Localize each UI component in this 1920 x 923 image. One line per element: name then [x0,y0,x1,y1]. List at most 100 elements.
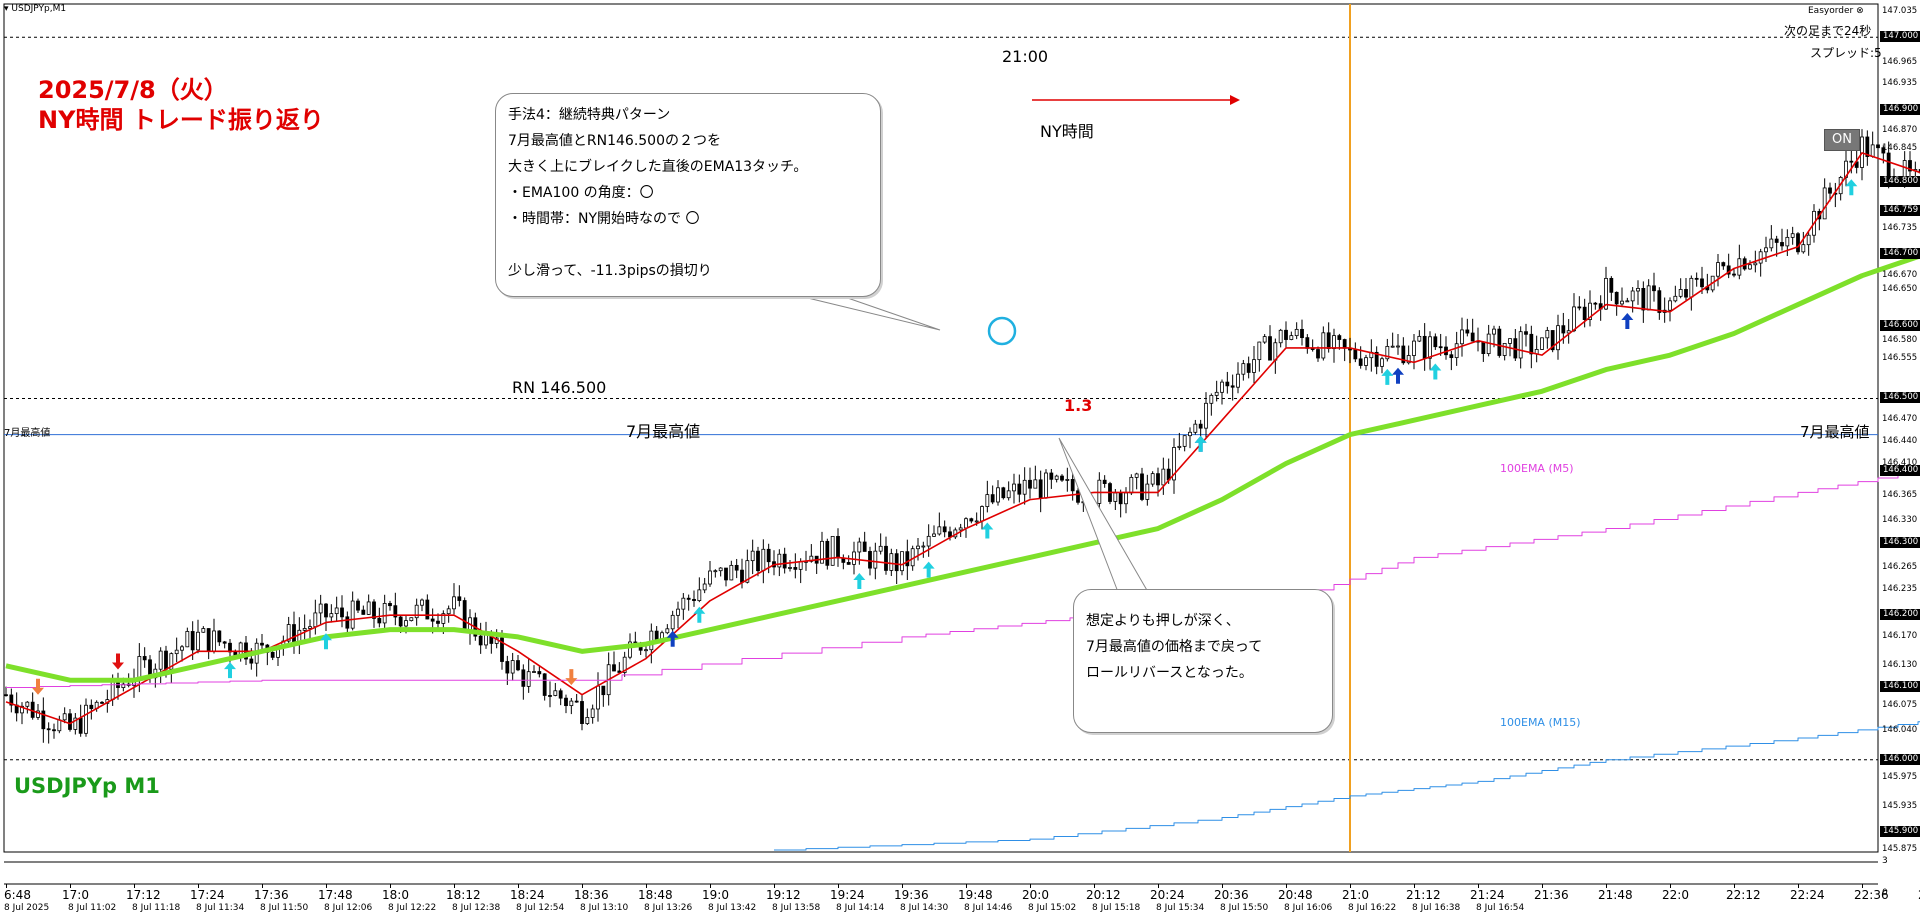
on-button[interactable]: ON [1824,129,1860,151]
candle-body [665,628,670,634]
candle-body [526,671,531,687]
time-tick-mark [774,884,775,888]
candle-body [990,494,995,503]
price-tick-label: 146.580 [1882,334,1918,345]
time-tick-label: 22:0 [1662,888,1689,902]
price-tick-label: 146.000 [1880,753,1920,765]
candle-body [1225,381,1230,387]
candle-body [1060,475,1064,481]
candle-body [1614,291,1619,305]
date-tick-label: 8 Jul 11:50 [260,903,309,913]
next-bar-timer: 次の足まで24秒 [1784,24,1872,38]
easyorder-close-icon[interactable]: ⊗ [1856,6,1864,16]
candle-body [542,673,547,696]
callout-1-line: ・時間帯：NY開始時なので 〇 [508,211,700,227]
callout-2-line: 7月最高値の価格まで戻って [1086,639,1263,655]
candle-body [1764,247,1768,253]
candle-body [436,620,440,624]
candle-body [1881,147,1886,154]
callout-1-line: 7月最高値とRN146.500の２つを [508,133,722,149]
candle-body [1044,472,1048,499]
candle-body [1353,349,1358,360]
time-tick-mark [326,884,327,888]
candle-body [985,494,990,507]
candle-body [121,683,126,688]
candle-body [1390,345,1395,348]
candle-body [564,697,568,707]
candle-body [1529,333,1534,355]
candle-body [1385,346,1390,360]
time-tick-mark [1734,884,1735,888]
price-tick-label: 145.935 [1882,800,1918,811]
candle-body [1204,402,1208,429]
candle-body [729,564,734,581]
candle-body [516,660,520,671]
candle-body [681,597,686,610]
candle-body [260,642,264,646]
candle-body [206,628,211,652]
candle-body [921,545,926,548]
candle-body [164,650,168,670]
candle-body [1401,345,1406,364]
candle-body [996,487,1000,503]
time-tick-label: 18:0 [382,888,409,902]
date-tick-label: 8 Jul 16:06 [1284,903,1333,913]
candle-body [36,710,40,718]
candle-body [1177,445,1182,448]
candle-body [1257,341,1262,361]
time-tick-mark [1478,884,1479,888]
candle-body [1150,473,1155,485]
candle-body [1246,363,1251,373]
time-tick-mark [134,884,135,888]
candle-body [286,624,291,642]
candle-body [68,713,72,730]
candle-body [382,603,387,624]
july-high-label-left: 7月最高値 [4,428,51,439]
callout-1-line: 手法4：継続特典パターン [508,107,671,123]
candle-body [185,631,190,648]
candle-body [1188,431,1192,437]
time-tick-label: 19:0 [702,888,729,902]
candle-body [942,526,947,533]
time-tick-mark [838,884,839,888]
candle-body [569,700,574,707]
price-tick-label: 146.470 [1882,414,1918,425]
subwindow-axis-bottom: 0 [1882,888,1888,898]
candle-body [212,630,216,652]
candle-body [174,649,179,655]
price-tick-label: 146.130 [1882,659,1918,670]
candle-body [1038,479,1043,499]
candle-body [158,650,163,670]
candle-body [1481,341,1486,354]
candle-body [1828,187,1832,194]
candle-body [916,545,920,550]
candle-body [1604,277,1608,310]
candle-body [1561,325,1566,334]
candle-body [1620,300,1624,305]
candle-body [852,551,856,565]
candle-body [734,564,739,571]
price-tick-label: 146.400 [1880,464,1920,476]
candle-body [873,550,878,569]
candle-body [1449,354,1454,359]
candle-body [222,641,227,644]
date-tick-label: 8 Jul 11:18 [132,903,181,913]
candle-body [857,541,862,553]
candle-body [1684,289,1688,298]
candle-body [201,628,206,633]
candle-body [1252,359,1256,373]
candle-body [1732,273,1736,276]
candle-body [1262,336,1267,343]
candle-body [1321,332,1326,359]
candle-body [334,607,339,615]
candle-body [686,597,691,600]
candle-body [1641,288,1646,311]
signal-arrow [1621,312,1634,329]
time-tick-mark [1542,884,1543,888]
candle-body [57,719,62,732]
date-tick-label: 8 Jul 13:10 [580,903,629,913]
candle-body [788,567,792,569]
candle-body [1593,302,1598,305]
